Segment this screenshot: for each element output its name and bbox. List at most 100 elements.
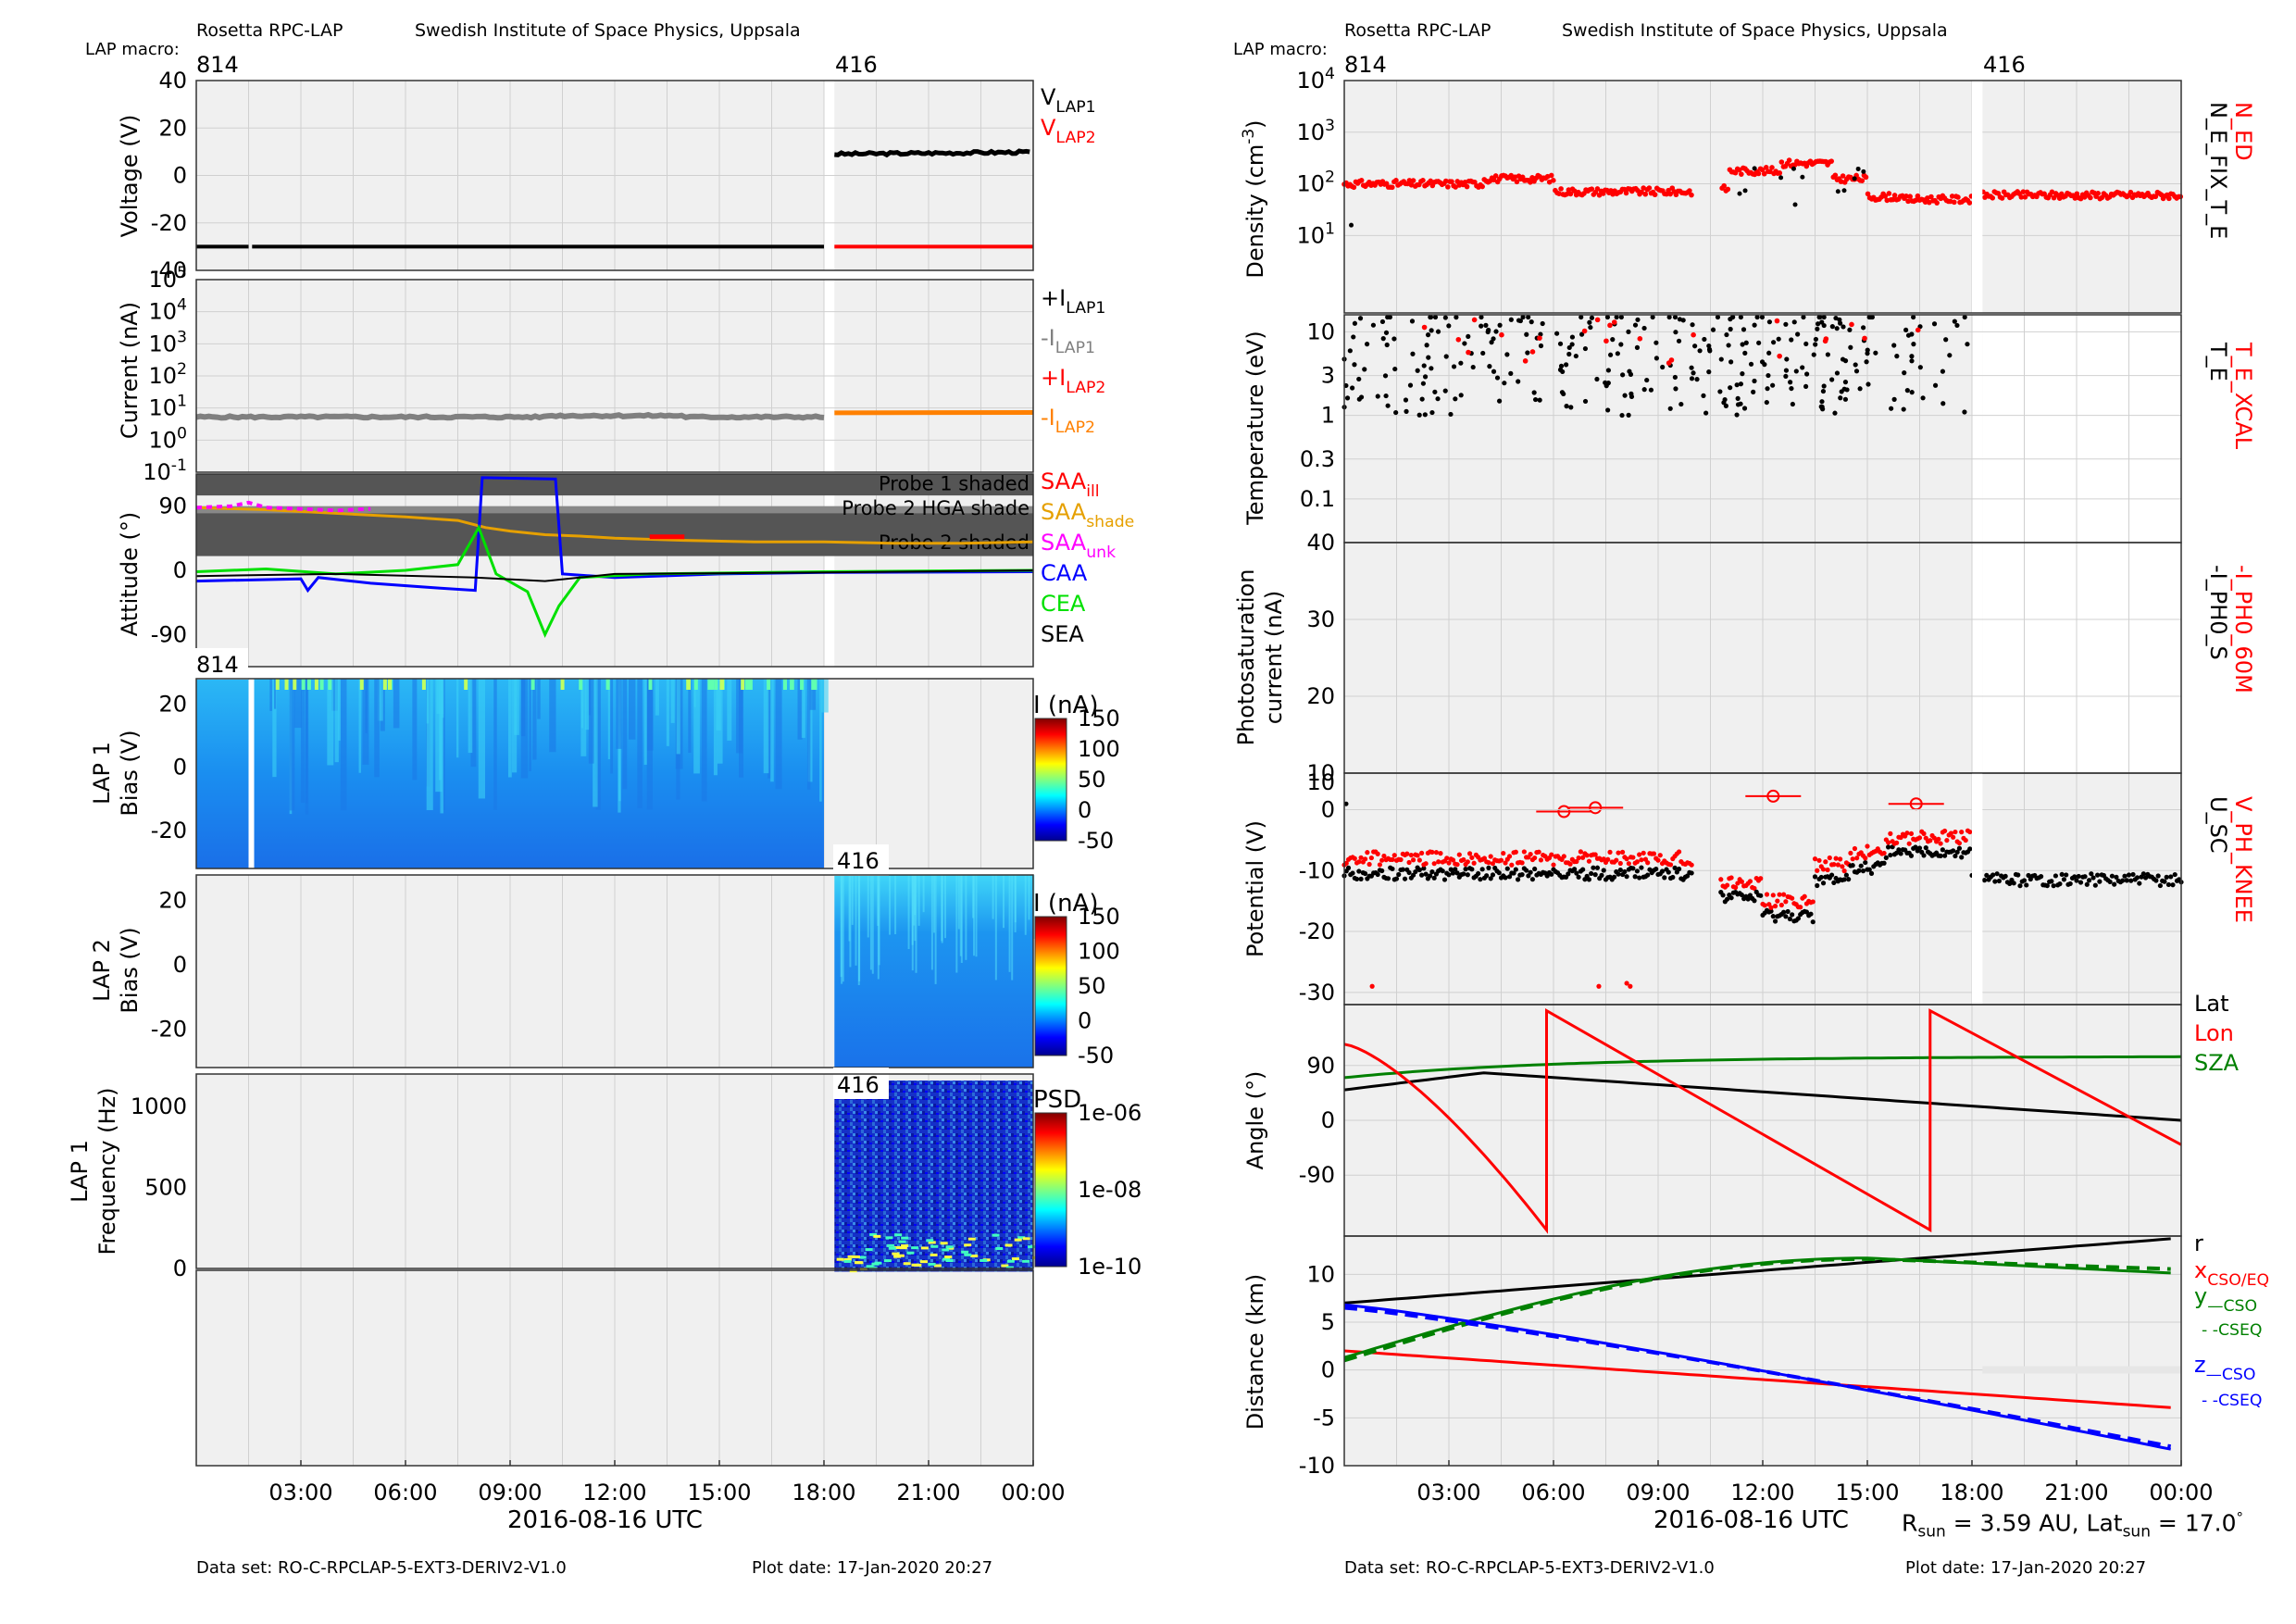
potential-point-red	[1406, 859, 1412, 866]
potential-point	[1815, 882, 1820, 889]
temperature-tick-label: 1	[1321, 403, 1335, 429]
potential-point-red	[1881, 850, 1887, 856]
temperature-point-red	[1537, 335, 1542, 341]
temperature-point	[1557, 367, 1564, 372]
temperature-point	[1909, 354, 1915, 359]
potential-point	[1942, 853, 1948, 858]
density-point	[2074, 191, 2080, 197]
lap1-freq-hot	[901, 1236, 909, 1240]
colorbar-tick-0: 0	[1078, 797, 1092, 823]
lap2-bias-stripe	[922, 875, 925, 913]
temperature-point	[1462, 341, 1467, 346]
lap2-bias-stripe	[849, 875, 852, 968]
left-x-tick-label: 06:00	[373, 1480, 437, 1505]
potential-point	[2086, 878, 2092, 883]
potential-point	[2021, 878, 2028, 883]
temperature-point	[1920, 395, 1926, 401]
temperature-point	[1813, 336, 1819, 343]
potential-point	[1787, 916, 1792, 922]
voltage-tick-label: 40	[158, 68, 187, 94]
potential-point	[1938, 853, 1943, 858]
lap1-freq-hot	[843, 1257, 852, 1261]
potential-point-red	[1461, 856, 1466, 863]
temperature-point	[1537, 397, 1542, 403]
macro-label-bg	[833, 844, 889, 876]
potential-point-red	[1607, 849, 1613, 855]
lap1-freq-ylabel-2: Frequency (Hz)	[94, 1088, 120, 1255]
left-x-tick-label: 21:00	[896, 1480, 960, 1505]
voltage-frame	[195, 80, 1034, 271]
potential-point	[1599, 872, 1604, 878]
potential-point	[1574, 870, 1579, 876]
temperature-point	[1540, 320, 1545, 327]
potential-point	[1953, 853, 1958, 859]
temperature-point	[1842, 380, 1849, 385]
density-point	[1903, 194, 1909, 199]
voltage-legend-0: VLAP1	[1041, 84, 1096, 117]
lap1-bias-stripe	[338, 679, 341, 741]
temperature-point	[1834, 370, 1841, 376]
potential-point	[2162, 879, 2167, 884]
lap1-bias-stripe	[595, 679, 601, 810]
potential-point	[2153, 878, 2159, 883]
lap1-bias-stripe	[358, 679, 361, 773]
lap1-freq-hot	[866, 1265, 874, 1268]
temperature-point	[1458, 360, 1464, 366]
potential-point	[1406, 869, 1412, 876]
potential-point	[1479, 867, 1485, 872]
lap1-freq-hot	[1022, 1259, 1030, 1263]
temperature-point	[1667, 406, 1673, 411]
temperature-point	[1784, 356, 1790, 362]
potential-point-red	[1921, 831, 1927, 836]
potential-point-red	[1536, 849, 1541, 855]
temperature-point	[1453, 396, 1458, 402]
potential-legend-1: U_SC	[2205, 796, 2231, 854]
potential-point	[1908, 853, 1915, 858]
density-point-black	[1791, 166, 1796, 171]
density-point	[1689, 192, 1694, 198]
temperature-point	[1728, 326, 1733, 332]
potential-point	[1356, 868, 1362, 874]
lap1-bias-stripe	[493, 679, 497, 810]
potential-point-red	[1812, 856, 1818, 862]
lap1-freq-hot	[911, 1246, 919, 1250]
potential-point-red	[1956, 841, 1963, 846]
potential-point	[1812, 874, 1818, 880]
temperature-point	[1383, 393, 1389, 399]
temperature-point	[1703, 410, 1709, 416]
temperature-point	[1618, 314, 1624, 320]
temperature-point	[1789, 385, 1794, 392]
lap1-freq-hot	[858, 1255, 867, 1259]
density-point	[1769, 165, 1775, 170]
potential-point-red	[1431, 861, 1437, 867]
potential-point-red	[1574, 858, 1579, 865]
potential-point-red	[1404, 851, 1410, 856]
density-point	[1548, 172, 1554, 179]
temperature-point	[1605, 368, 1612, 373]
lap1-bias-hot	[748, 679, 753, 690]
lap1-bias-stripe	[289, 679, 295, 811]
temperature-point	[1811, 352, 1816, 357]
potential-point	[1803, 909, 1810, 915]
density-point	[1453, 184, 1458, 190]
temperature-point	[1865, 351, 1870, 356]
potential-point-red	[1840, 864, 1845, 869]
temperature-point	[1641, 387, 1647, 393]
potential-point	[2015, 872, 2021, 878]
potential-point	[1724, 896, 1730, 902]
potential-point-red	[1343, 860, 1349, 866]
angle-tick-label: -90	[1299, 1162, 1335, 1188]
lap1-bias-ylabel-2: Bias (V)	[117, 730, 143, 816]
lap1-freq-hot	[854, 1261, 862, 1265]
temperature-point	[1770, 382, 1776, 388]
temperature-point	[1804, 371, 1810, 377]
lap2-bias-stripe	[992, 875, 994, 919]
potential-point-red	[1532, 855, 1538, 861]
potential-point-red	[1942, 828, 1948, 834]
lap1-freq-hot	[911, 1263, 919, 1267]
density-point	[1558, 186, 1564, 192]
temperature-point	[1904, 388, 1910, 394]
temperature-point	[1557, 341, 1564, 346]
lap1-freq-hot	[887, 1243, 895, 1247]
